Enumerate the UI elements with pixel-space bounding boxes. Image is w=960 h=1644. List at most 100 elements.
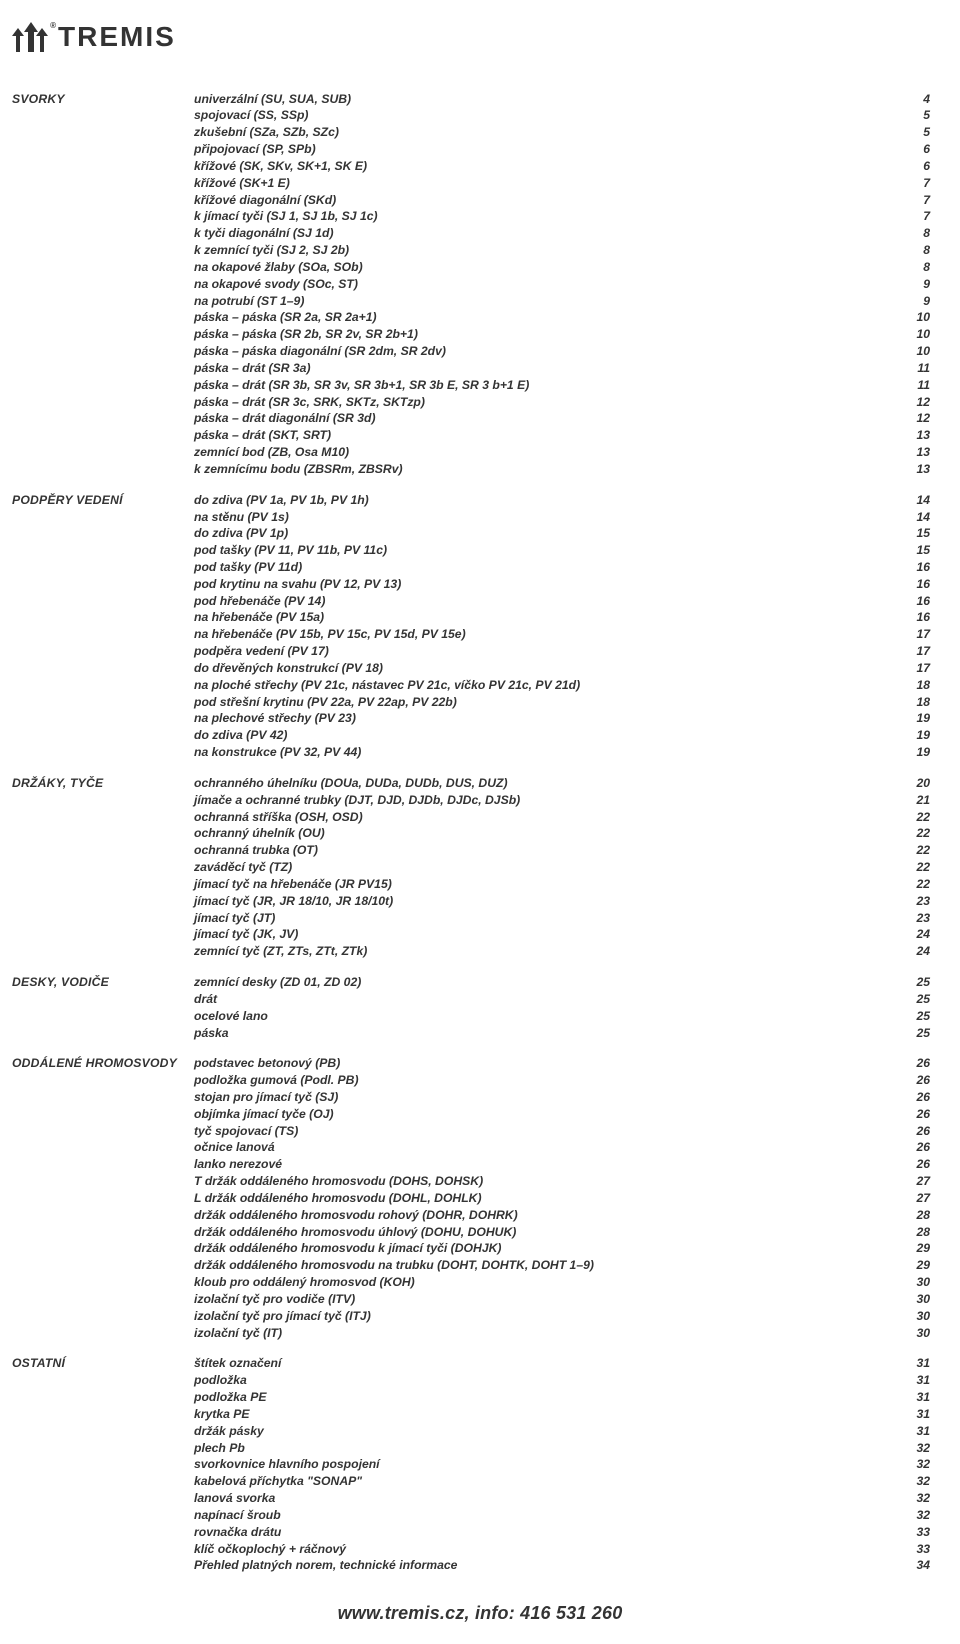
toc-page: 32	[906, 1473, 930, 1490]
toc-row: kloub pro oddálený hromosvod (KOH)30	[194, 1274, 930, 1291]
toc-desc: izolační tyč (IT)	[194, 1325, 906, 1342]
toc-desc: na okapové žlaby (SOa, SOb)	[194, 259, 906, 276]
toc-page: 29	[906, 1240, 930, 1257]
toc-page: 12	[906, 394, 930, 411]
toc-desc: držák oddáleného hromosvodu k jímací tyč…	[194, 1240, 906, 1257]
toc-page: 13	[906, 444, 930, 461]
toc-row: jímací tyč (JT)23	[194, 910, 930, 927]
toc-row: zaváděcí tyč (TZ)22	[194, 859, 930, 876]
toc-page: 8	[906, 242, 930, 259]
toc-row: podložka PE31	[194, 1389, 930, 1406]
toc-desc: zemnící desky (ZD 01, ZD 02)	[194, 974, 906, 991]
toc-row: pod tašky (PV 11, PV 11b, PV 11c)15	[194, 542, 930, 559]
toc-desc: zemnící tyč (ZT, ZTs, ZTt, ZTk)	[194, 943, 906, 960]
toc-desc: kloub pro oddálený hromosvod (KOH)	[194, 1274, 906, 1291]
toc-desc: na hřebenáče (PV 15a)	[194, 609, 906, 626]
toc-row: křížové (SK, SKv, SK+1, SK E)6	[194, 158, 930, 175]
toc-row: na ploché střechy (PV 21c, nástavec PV 2…	[194, 677, 930, 694]
toc-desc: rovnačka drátu	[194, 1524, 906, 1541]
toc-desc: k zemnící tyči (SJ 2, SJ 2b)	[194, 242, 906, 259]
toc-row: tyč spojovací (TS)26	[194, 1123, 930, 1140]
toc-desc: na ploché střechy (PV 21c, nástavec PV 2…	[194, 677, 906, 694]
toc-desc: k jímací tyči (SJ 1, SJ 1b, SJ 1c)	[194, 208, 906, 225]
toc-desc: na konstrukce (PV 32, PV 44)	[194, 744, 906, 761]
toc-row: zemnící bod (ZB, Osa M10)13	[194, 444, 930, 461]
toc-row: držák oddáleného hromosvodu k jímací tyč…	[194, 1240, 930, 1257]
toc-page: 17	[906, 660, 930, 677]
toc-page: 26	[906, 1072, 930, 1089]
toc-row: objímka jímací tyče (OJ)26	[194, 1106, 930, 1123]
toc-desc: zemnící bod (ZB, Osa M10)	[194, 444, 906, 461]
toc-row: izolační tyč (IT)30	[194, 1325, 930, 1342]
toc-desc: křížové (SK, SKv, SK+1, SK E)	[194, 158, 906, 175]
toc-row: svorkovnice hlavního pospojení32	[194, 1456, 930, 1473]
toc-desc: podpěra vedení (PV 17)	[194, 643, 906, 660]
toc-page: 30	[906, 1325, 930, 1342]
toc-desc: jímače a ochranné trubky (DJT, DJD, DJDb…	[194, 792, 906, 809]
toc-desc: objímka jímací tyče (OJ)	[194, 1106, 906, 1123]
toc-row: do zdiva (PV 1a, PV 1b, PV 1h)14	[194, 492, 930, 509]
toc-page: 10	[906, 309, 930, 326]
toc-desc: páska – drát (SR 3b, SR 3v, SR 3b+1, SR …	[194, 377, 906, 394]
toc-desc: stojan pro jímací tyč (SJ)	[194, 1089, 906, 1106]
footer-contact: www.tremis.cz, info: 416 531 260	[0, 1588, 960, 1644]
toc-desc: lanová svorka	[194, 1490, 906, 1507]
toc-row: podstavec betonový (PB)26	[194, 1055, 930, 1072]
toc-row: krytka PE31	[194, 1406, 930, 1423]
toc-row: izolační tyč pro jímací tyč (ITJ)30	[194, 1308, 930, 1325]
toc-row: křížové diagonální (SKd)7	[194, 192, 930, 209]
toc-desc: zaváděcí tyč (TZ)	[194, 859, 906, 876]
toc-page: 15	[906, 525, 930, 542]
toc-page: 25	[906, 1008, 930, 1025]
toc-desc: univerzální (SU, SUA, SUB)	[194, 91, 906, 108]
toc-page: 31	[906, 1389, 930, 1406]
toc-page: 16	[906, 609, 930, 626]
toc-row: jímací tyč na hřebenáče (JR PV15)22	[194, 876, 930, 893]
toc-desc: držák oddáleného hromosvodu úhlový (DOHU…	[194, 1224, 906, 1241]
toc-page: 29	[906, 1257, 930, 1274]
toc-desc: drát	[194, 991, 906, 1008]
toc-section: ODDÁLENÉ HROMOSVODYpodstavec betonový (P…	[12, 1055, 930, 1341]
toc-row: držák oddáleného hromosvodu rohový (DOHR…	[194, 1207, 930, 1224]
toc-row: drát25	[194, 991, 930, 1008]
toc-row: páska – drát (SR 3a)11	[194, 360, 930, 377]
toc-desc: pod hřebenáče (PV 14)	[194, 593, 906, 610]
toc-row: podložka gumová (Podl. PB)26	[194, 1072, 930, 1089]
toc-row: izolační tyč pro vodiče (ITV)30	[194, 1291, 930, 1308]
toc-desc: kabelová příchytka "SONAP"	[194, 1473, 906, 1490]
toc-desc: do dřevěných konstrukcí (PV 18)	[194, 660, 906, 677]
toc-desc: krytka PE	[194, 1406, 906, 1423]
toc-row: páska25	[194, 1025, 930, 1042]
toc-desc: páska – páska diagonální (SR 2dm, SR 2dv…	[194, 343, 906, 360]
toc-row: k zemnící tyči (SJ 2, SJ 2b)8	[194, 242, 930, 259]
toc-page: 24	[906, 943, 930, 960]
toc-page: 27	[906, 1190, 930, 1207]
toc-page: 26	[906, 1123, 930, 1140]
toc-row: k jímací tyči (SJ 1, SJ 1b, SJ 1c)7	[194, 208, 930, 225]
toc-section: PODPĚRY VEDENÍdo zdiva (PV 1a, PV 1b, PV…	[12, 492, 930, 761]
toc-desc: k tyči diagonální (SJ 1d)	[194, 225, 906, 242]
toc-desc: izolační tyč pro jímací tyč (ITJ)	[194, 1308, 906, 1325]
toc-row: křížové (SK+1 E)7	[194, 175, 930, 192]
toc-desc: ochranného úhelníku (DOUa, DUDa, DUDb, D…	[194, 775, 906, 792]
toc-desc: lanko nerezové	[194, 1156, 906, 1173]
toc-row: ochranného úhelníku (DOUa, DUDa, DUDb, D…	[194, 775, 930, 792]
toc-page: 23	[906, 910, 930, 927]
toc-row: na konstrukce (PV 32, PV 44)19	[194, 744, 930, 761]
toc-page: 33	[906, 1541, 930, 1558]
toc-page: 25	[906, 974, 930, 991]
toc-desc: napínací šroub	[194, 1507, 906, 1524]
toc-desc: podložka	[194, 1372, 906, 1389]
toc-row: plech Pb32	[194, 1440, 930, 1457]
toc-desc: podstavec betonový (PB)	[194, 1055, 906, 1072]
toc-page: 23	[906, 893, 930, 910]
toc-row: rovnačka drátu33	[194, 1524, 930, 1541]
toc-desc: klíč očkoplochý + ráčnový	[194, 1541, 906, 1558]
toc-desc: páska – drát (SKT, SRT)	[194, 427, 906, 444]
toc-desc: do zdiva (PV 42)	[194, 727, 906, 744]
section-heading: SVORKY	[12, 91, 194, 478]
toc-row: páska – drát (SKT, SRT)13	[194, 427, 930, 444]
toc-row: pod střešní krytinu (PV 22a, PV 22ap, PV…	[194, 694, 930, 711]
toc-desc: svorkovnice hlavního pospojení	[194, 1456, 906, 1473]
toc-desc: do zdiva (PV 1a, PV 1b, PV 1h)	[194, 492, 906, 509]
